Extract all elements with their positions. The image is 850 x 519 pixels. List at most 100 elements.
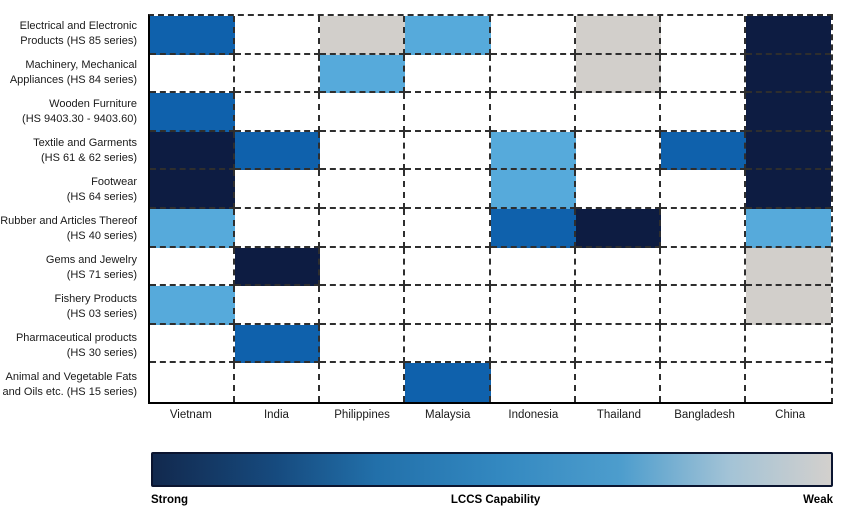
- row-label: Fishery Products (HS 03 series): [54, 292, 137, 320]
- heatmap-cell: [405, 208, 491, 248]
- heatmap-cell: [490, 170, 576, 209]
- heatmap-cell: [405, 54, 491, 94]
- heatmap-cell: [150, 54, 236, 94]
- heatmap-cell: [745, 170, 831, 209]
- heatmap-cell: [490, 93, 576, 132]
- heatmap-cell: [235, 16, 321, 55]
- heatmap-cell: [405, 324, 491, 364]
- column-label: China: [775, 409, 806, 421]
- heatmap-cell: [320, 93, 406, 132]
- heatmap-cell: [745, 247, 831, 287]
- heatmap-cell: [745, 286, 831, 325]
- heatmap-cell: [660, 170, 746, 209]
- heatmap-cell: [490, 247, 576, 287]
- legend-gradient-bar: [151, 452, 833, 487]
- column-label: Vietnam: [169, 409, 212, 421]
- heatmap-cell: [660, 16, 746, 55]
- heatmap-cell: [150, 324, 236, 364]
- heatmap-cell: [150, 363, 236, 402]
- heatmap-cell: [235, 131, 321, 171]
- column-labels: Vietnam India Philippines Malaysia Indonesia…: [148, 409, 833, 421]
- heatmap-cell: [320, 247, 406, 287]
- heatmap-cell: [575, 363, 661, 402]
- heatmap-cell: [235, 363, 321, 402]
- heatmap-cell: [745, 16, 831, 55]
- heatmap-cell: [235, 286, 321, 325]
- heatmap-cell: [490, 131, 576, 171]
- heatmap-cell: [575, 170, 661, 209]
- legend-labels: Strong LCCS Capability Weak: [151, 494, 833, 506]
- heatmap-cell: [320, 131, 406, 171]
- row-label: Gems and Jewelry (HS 71 series): [45, 253, 137, 281]
- heatmap-cell: [320, 363, 406, 402]
- row-label: Rubber and Articles Thereof (HS 40 series…: [0, 214, 137, 242]
- heatmap-cell: [320, 16, 406, 55]
- heatmap-cell: [235, 247, 321, 287]
- heatmap-cell: [745, 93, 831, 132]
- column-label: India: [263, 409, 289, 421]
- heatmap-cell: [575, 93, 661, 132]
- heatmap-cell: [320, 170, 406, 209]
- heatmap-cell: [405, 286, 491, 325]
- row-label: Footwear (HS 64 series): [66, 175, 137, 203]
- heatmap-cell: [150, 93, 236, 132]
- heatmap-cell: [660, 208, 746, 248]
- heatmap-cell: [405, 131, 491, 171]
- heatmap-cell: [150, 16, 236, 55]
- heatmap-cell: [405, 93, 491, 132]
- row-label: Pharmaceutical products (HS 30 series): [15, 331, 137, 359]
- heatmap-cell: [235, 93, 321, 132]
- heatmap-cell: [745, 54, 831, 94]
- heatmap-cell: [575, 54, 661, 94]
- heatmap-cell: [405, 16, 491, 55]
- heatmap-cell: [745, 324, 831, 364]
- heatmap-cell: [490, 54, 576, 94]
- heatmap-cell: [745, 208, 831, 248]
- column-label: Bangladesh: [674, 409, 735, 421]
- heatmap-cell: [660, 54, 746, 94]
- row-label: Textile and Garments (HS 61 & 62 series): [33, 136, 137, 164]
- heatmap-cell: [150, 208, 236, 248]
- heatmap-cell: [405, 363, 491, 402]
- row-label: Electrical and Electronic Products (HS 85…: [19, 19, 137, 47]
- heatmap-cell: [745, 131, 831, 171]
- legend-title: LCCS Capability: [450, 494, 541, 506]
- heatmap-cell: [490, 208, 576, 248]
- heatmap-cell: [660, 247, 746, 287]
- heatmap-cell: [150, 170, 236, 209]
- row-label: Wooden Furniture (HS 9403.30 - 9403.60): [22, 97, 137, 125]
- column-label: Thailand: [596, 409, 641, 421]
- heatmap-cell: [575, 324, 661, 364]
- row-label: Machinery, Mechanical Appliances (HS 84 s…: [9, 58, 137, 86]
- heatmap-grid: [148, 14, 833, 404]
- heatmap-cell: [405, 247, 491, 287]
- heatmap-cell: [150, 131, 236, 171]
- heatmap-cell: [235, 324, 321, 364]
- legend-strong-label: Strong: [151, 494, 189, 506]
- heatmap-cell: [660, 363, 746, 402]
- heatmap-cell: [745, 363, 831, 402]
- row-label: Animal and Vegetable Fats and Oils etc. (…: [2, 370, 138, 398]
- heatmap-cell: [490, 286, 576, 325]
- heatmap-cell: [575, 131, 661, 171]
- heatmap-cell: [490, 363, 576, 402]
- heatmap-cell: [405, 170, 491, 209]
- heatmap-cell: [320, 54, 406, 94]
- legend: Strong LCCS Capability Weak: [151, 452, 833, 506]
- heatmap-cell: [320, 208, 406, 248]
- heatmap-cell: [235, 208, 321, 248]
- heatmap-cell: [150, 286, 236, 325]
- legend-weak-label: Weak: [803, 494, 833, 506]
- heatmap-cell: [575, 208, 661, 248]
- column-label: Philippines: [334, 409, 390, 421]
- heatmap-cell: [320, 324, 406, 364]
- heatmap-cell: [235, 54, 321, 94]
- column-label: Malaysia: [424, 409, 471, 421]
- heatmap-cell: [575, 16, 661, 55]
- row-labels: Electrical and Electronic Products (HS 85…: [0, 14, 142, 404]
- heatmap-cell: [660, 324, 746, 364]
- heatmap-cell: [660, 131, 746, 171]
- column-label: Indonesia: [508, 409, 559, 421]
- heatmap-cell: [575, 286, 661, 325]
